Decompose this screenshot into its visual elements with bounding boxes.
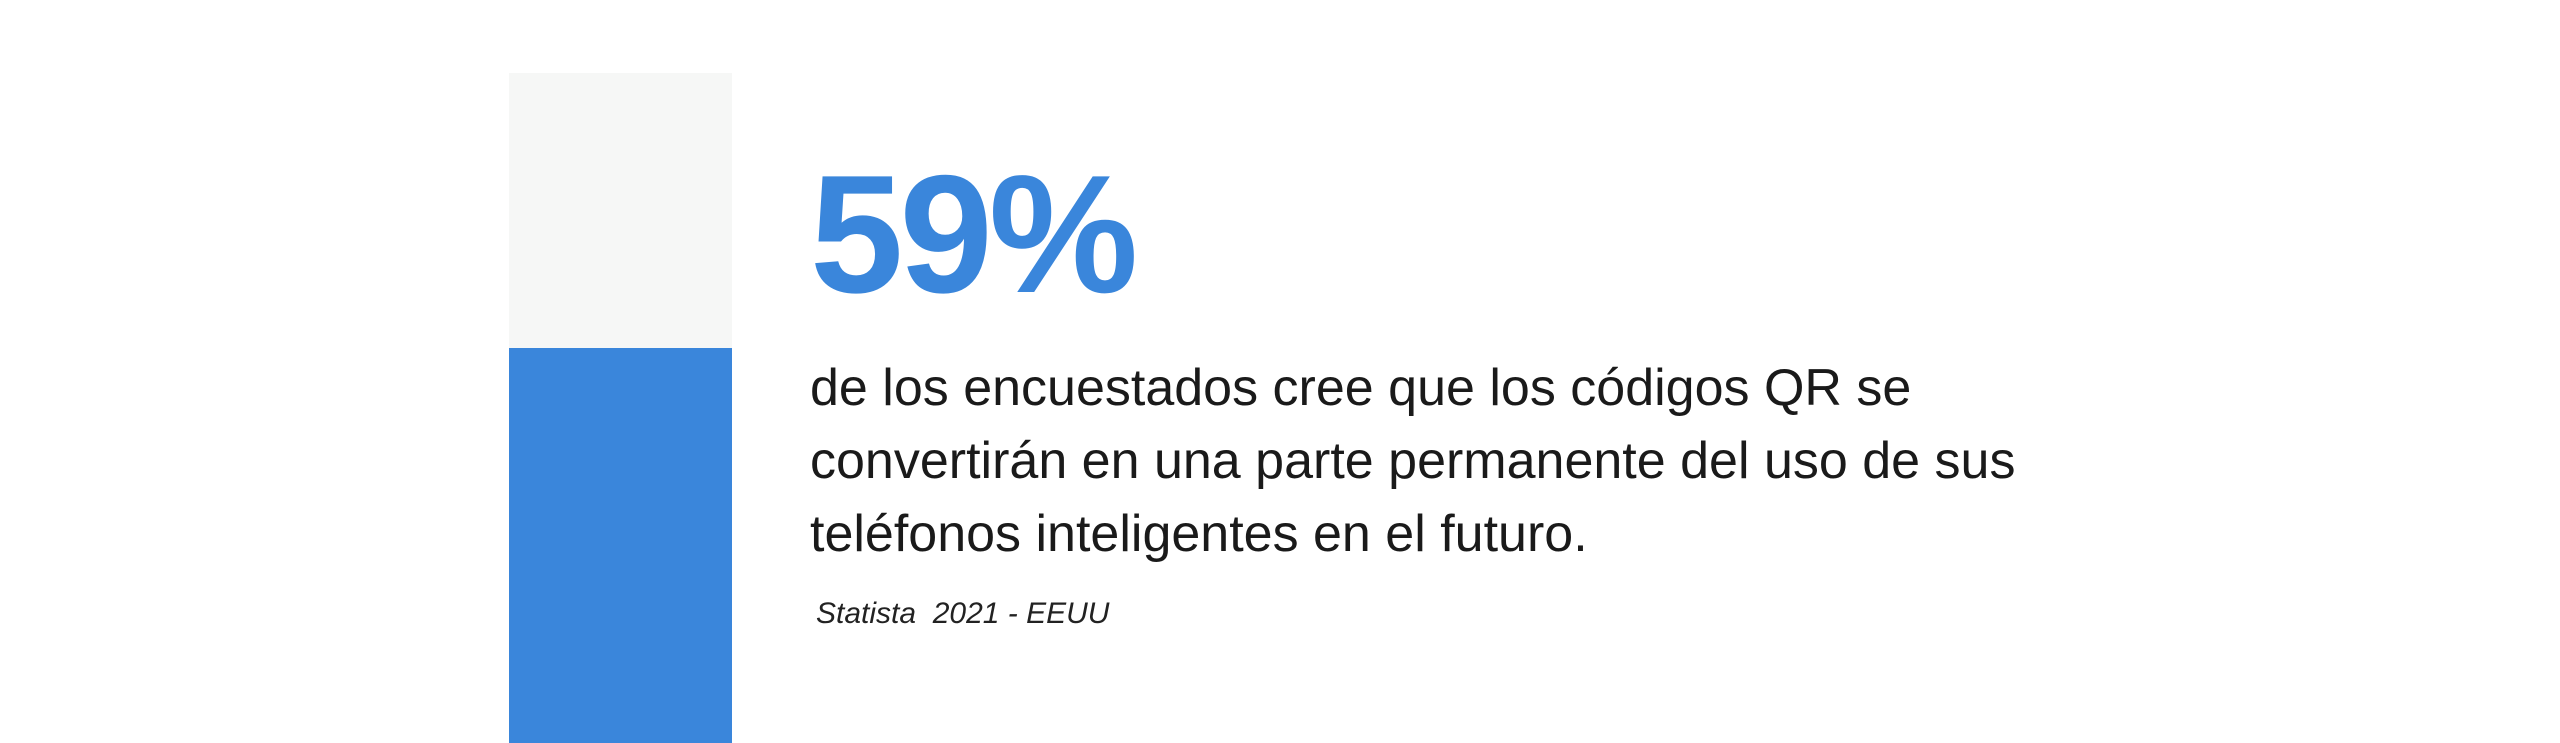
percentage-bar	[509, 73, 732, 743]
stat-content: 59% de los encuestados cree que los códi…	[810, 150, 2210, 631]
stat-source: Statista 2021 - EEUU	[816, 597, 1110, 630]
stat-value: 59%	[810, 140, 1138, 328]
stat-statement: de los encuestados cree que los códigos …	[810, 359, 2016, 563]
percentage-bar-fill	[509, 347, 732, 743]
